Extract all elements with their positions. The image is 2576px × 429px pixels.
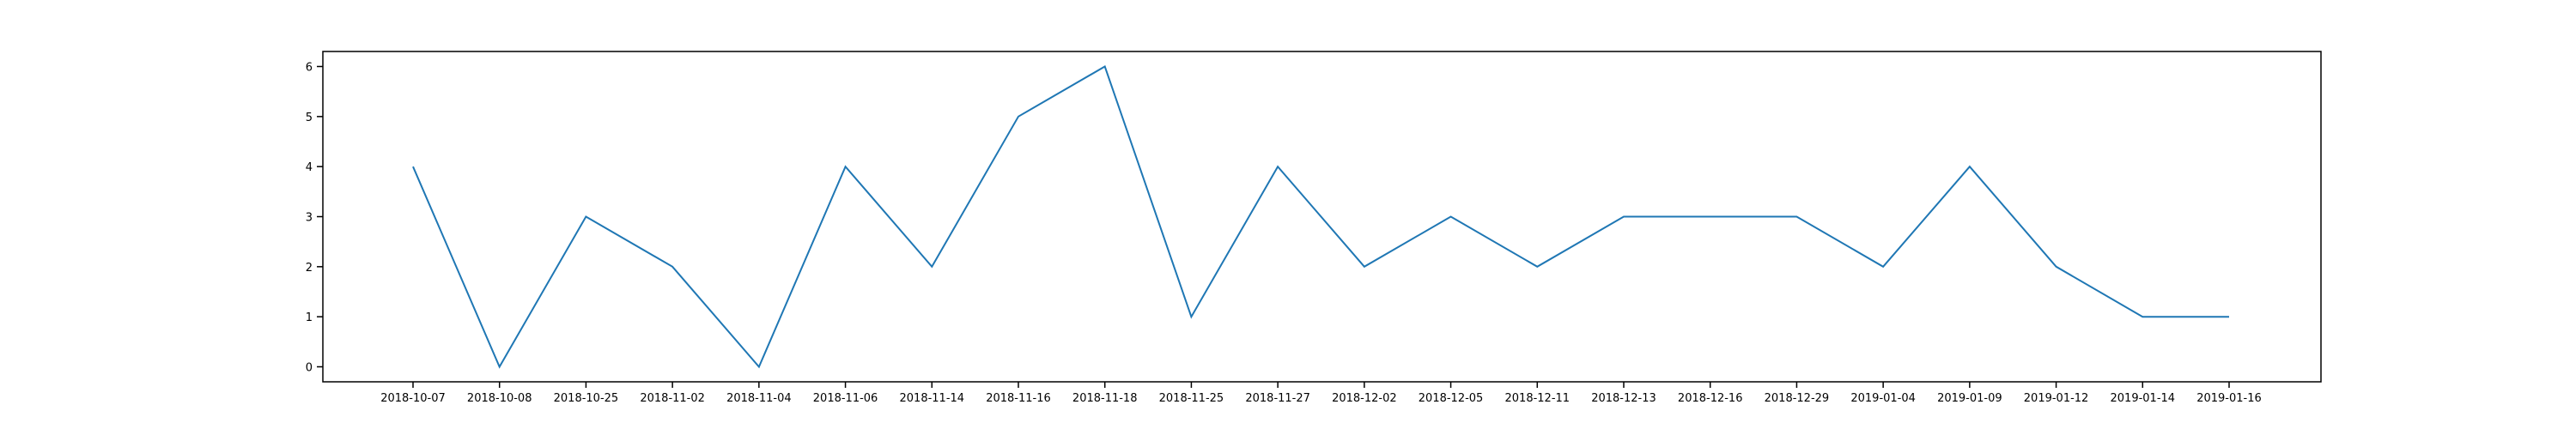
y-tick-label: 3 (306, 212, 313, 225)
x-tick-label: 2019-01-04 (1850, 392, 1916, 405)
x-tick-label: 2018-12-29 (1765, 392, 1830, 405)
x-tick-label: 2018-11-18 (1072, 392, 1138, 405)
y-tick-label: 5 (306, 112, 313, 124)
y-tick-label: 0 (306, 362, 313, 375)
x-tick-label: 2018-10-08 (467, 392, 532, 405)
y-tick-label: 4 (306, 161, 313, 174)
x-tick-label: 2018-11-25 (1159, 392, 1224, 405)
x-tick-label: 2018-12-16 (1678, 392, 1743, 405)
x-tick-label: 2018-12-13 (1591, 392, 1656, 405)
y-axis-ticks: 0 1 2 3 4 5 6 (306, 62, 323, 375)
x-tick-label: 2018-11-02 (640, 392, 705, 405)
x-tick-label: 2018-11-04 (726, 392, 792, 405)
x-tick-label: 2018-12-11 (1505, 392, 1571, 405)
x-tick-label: 2019-01-12 (2024, 392, 2089, 405)
x-tick-label: 2018-12-05 (1419, 392, 1484, 405)
x-tick-label: 2019-01-14 (2111, 392, 2176, 405)
x-tick-label: 2019-01-09 (1937, 392, 2002, 405)
x-tick-label: 2018-11-27 (1245, 392, 1310, 405)
x-tick-label: 2018-11-06 (813, 392, 878, 405)
y-tick-label: 6 (306, 62, 313, 75)
series-layer (412, 65, 2230, 369)
series-line (412, 65, 2229, 369)
x-tick-label: 2018-11-14 (900, 392, 965, 405)
y-tick-label: 1 (306, 311, 313, 324)
y-tick-label: 2 (306, 262, 313, 275)
x-tick-label: 2018-12-02 (1332, 392, 1397, 405)
x-tick-label: 2018-10-25 (554, 392, 619, 405)
x-tick-label: 2018-10-07 (380, 392, 446, 405)
x-tick-label: 2018-11-16 (986, 392, 1051, 405)
x-axis-ticks: 2018-10-07 2018-10-08 2018-10-25 2018-11-02… (380, 382, 2262, 405)
x-tick-label: 2019-01-16 (2196, 392, 2262, 405)
